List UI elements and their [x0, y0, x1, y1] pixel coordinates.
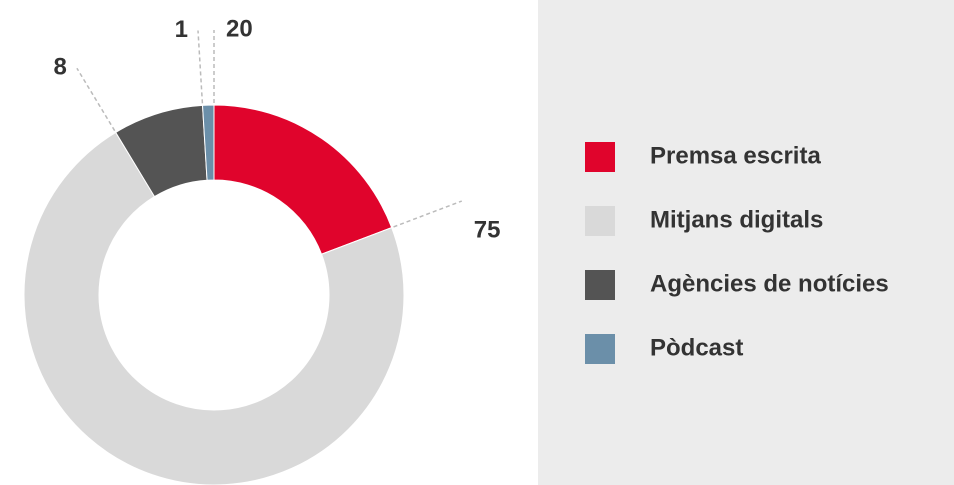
- value-label: 20: [226, 15, 253, 42]
- legend-swatch: [585, 142, 615, 172]
- legend-panel: [538, 0, 954, 485]
- legend-label: Mitjans digitals: [650, 206, 823, 233]
- leader-line: [76, 67, 116, 132]
- donut-slice: [23, 131, 405, 485]
- value-label: 75: [474, 216, 501, 243]
- donut-slice: [201, 104, 215, 181]
- legend-swatch: [585, 334, 615, 364]
- value-label: 1: [175, 16, 188, 43]
- legend-label: Agències de notícies: [650, 270, 889, 297]
- leader-line: [197, 30, 204, 104]
- value-label: 8: [54, 54, 67, 81]
- legend-swatch: [585, 270, 615, 300]
- legend-label: Pòdcast: [650, 334, 743, 361]
- donut-slice: [213, 104, 393, 255]
- legend-swatch: [585, 206, 615, 236]
- legend-label: Premsa escrita: [650, 142, 821, 169]
- leader-line: [393, 200, 463, 228]
